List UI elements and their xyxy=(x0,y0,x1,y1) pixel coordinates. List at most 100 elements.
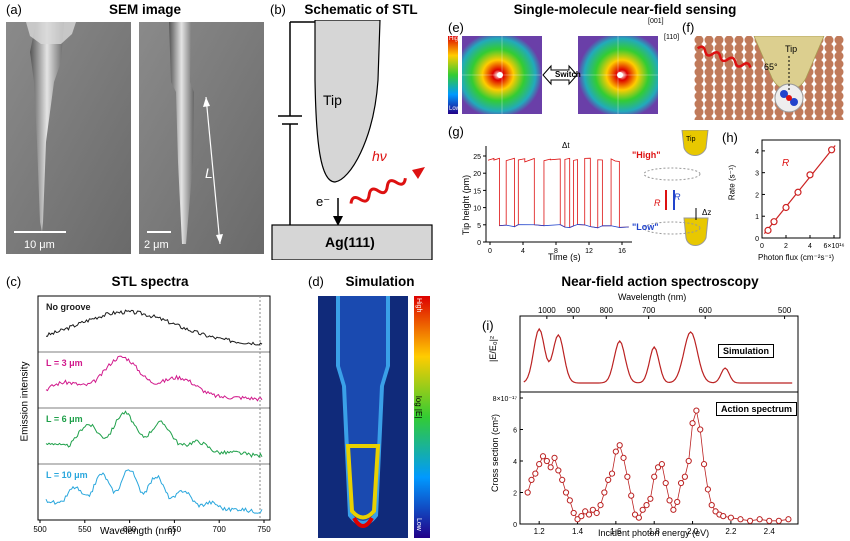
i-xtick-label: 1.8 xyxy=(649,527,661,536)
switch-label: Switch xyxy=(555,70,581,79)
i-top-xtick-label: 900 xyxy=(567,306,581,315)
i-top-xtick-label: 1000 xyxy=(538,306,556,315)
i-action-point xyxy=(547,464,554,471)
i-action-point xyxy=(574,516,581,523)
i-action-point xyxy=(620,454,627,461)
direction-label-1: [001] xyxy=(648,18,664,25)
i-action-point xyxy=(697,426,704,433)
i-top-xlabel: Wavelength (nm) xyxy=(618,292,687,302)
sim-cb-low: Low xyxy=(415,518,422,531)
c-trace-label: L = 10 μm xyxy=(46,470,88,480)
i-action-point xyxy=(685,457,692,465)
i-action-point xyxy=(616,442,623,449)
i-xtick-label: 1.6 xyxy=(610,527,622,536)
c-trace-label: No groove xyxy=(46,302,91,312)
tip-f-label: Tip xyxy=(785,44,798,54)
c-trace-label: L = 6 μm xyxy=(46,414,83,424)
i-action-point xyxy=(532,470,539,477)
panel-c-letter: (c) xyxy=(6,274,22,289)
h-series-label: R xyxy=(782,158,790,169)
stl-schematic xyxy=(271,20,433,260)
i-ytick-label: 0 xyxy=(513,522,517,529)
sem-scale-bar-1-label: 10 μm xyxy=(24,239,55,251)
panel-d-letter: (d) xyxy=(308,274,324,289)
g-xlabel: Time (s) xyxy=(548,252,581,262)
i-action-point xyxy=(628,492,635,499)
panel-c-title: STL spectra xyxy=(111,274,189,289)
i-ytick-label: 8×10⁻¹⁷ xyxy=(493,396,518,403)
i-action-point xyxy=(524,489,531,496)
panel-b-letter: (b) xyxy=(270,2,286,17)
h-data-point xyxy=(827,146,836,154)
h-plot-frame xyxy=(761,139,841,239)
simulation-box-label: Simulation xyxy=(718,344,775,358)
sim-cb-label: log |E| xyxy=(414,396,423,419)
h-ylabel: Rate (s⁻¹) xyxy=(727,164,737,201)
i-action-point xyxy=(570,509,577,517)
g-ytick-label: 5 xyxy=(477,223,481,230)
panel-i-letter: (i) xyxy=(482,318,494,333)
h-data-point xyxy=(794,188,802,196)
i-top-xtick-label: 500 xyxy=(778,306,792,315)
g-ytick-label: 20 xyxy=(473,171,481,178)
i-top-xtick-label: 800 xyxy=(600,306,614,315)
stl-spectra-chart: 500 550 600 650 700 750 No groove L = 3 μm L = 6… xyxy=(33,295,271,532)
photon-label: hν xyxy=(372,148,387,164)
sem-image-2 xyxy=(139,22,264,254)
h-xtick-label: 2 xyxy=(784,243,788,250)
h-data-point xyxy=(806,171,814,179)
map-colorbar-high: High xyxy=(449,36,462,42)
g-dt-label: Δt xyxy=(562,141,570,150)
high-state-label: "High" xyxy=(632,150,661,160)
sem-scale-bar-2-label: 2 μm xyxy=(144,239,169,251)
h-data-point xyxy=(764,226,772,234)
g-ytick-label: 10 xyxy=(473,206,481,213)
field-simulation-map xyxy=(318,296,430,538)
h-ytick-label: 3 xyxy=(755,171,759,178)
i-action-point xyxy=(674,498,681,506)
c-spectrum-trace xyxy=(45,355,263,402)
c-xtick-label: 700 xyxy=(213,525,227,532)
i-action-point xyxy=(589,506,596,513)
i-ytick-label: 6 xyxy=(513,428,517,435)
h-ytick-label: 4 xyxy=(755,149,759,156)
i-action-point xyxy=(539,453,547,460)
sem-length-label: L xyxy=(205,165,213,181)
map-colorbar xyxy=(448,36,458,114)
i-action-point xyxy=(746,517,754,524)
switching-diagram xyxy=(643,130,709,246)
i-action-point xyxy=(551,454,558,461)
electron-label: e⁻ xyxy=(316,194,331,209)
i-action-point xyxy=(775,517,782,524)
c-ylabel: Emission intensity xyxy=(19,361,31,442)
i-action-point xyxy=(647,495,654,502)
c-spectrum-trace xyxy=(45,410,263,459)
i-action-point xyxy=(708,502,715,509)
i-action-point xyxy=(605,476,612,483)
substrate-block xyxy=(271,224,433,260)
i-action-point xyxy=(700,461,708,468)
action-box-label: Action spectrum xyxy=(716,402,798,416)
i-action-point xyxy=(536,461,543,468)
i-ylabel-top: |E/E₀|² xyxy=(488,336,498,362)
g-ylabel: Tip height (pm) xyxy=(461,174,471,236)
simulation-colorbar xyxy=(414,296,430,538)
i-action-point xyxy=(566,497,573,504)
g-xtick-label: 0 xyxy=(488,248,492,255)
i-action-point xyxy=(585,511,593,518)
panel-i-title: Near-field action spectroscopy xyxy=(561,274,759,289)
panel-f-letter: (f) xyxy=(682,20,695,35)
i-action-point xyxy=(601,489,608,496)
panel-g-letter: (g) xyxy=(448,124,464,139)
i-action-point xyxy=(689,420,696,427)
panel-d-title: Simulation xyxy=(345,274,415,289)
i-action-point xyxy=(593,509,600,517)
c-spectrum-trace xyxy=(46,309,263,346)
i-action-point xyxy=(559,476,566,483)
i-action-point xyxy=(666,497,673,504)
c-xtick-label: 600 xyxy=(123,525,137,532)
i-action-point xyxy=(631,511,639,518)
i-action-point xyxy=(785,516,792,523)
sim-cb-high: High xyxy=(415,298,422,313)
g-ytick-label: 15 xyxy=(473,188,481,195)
